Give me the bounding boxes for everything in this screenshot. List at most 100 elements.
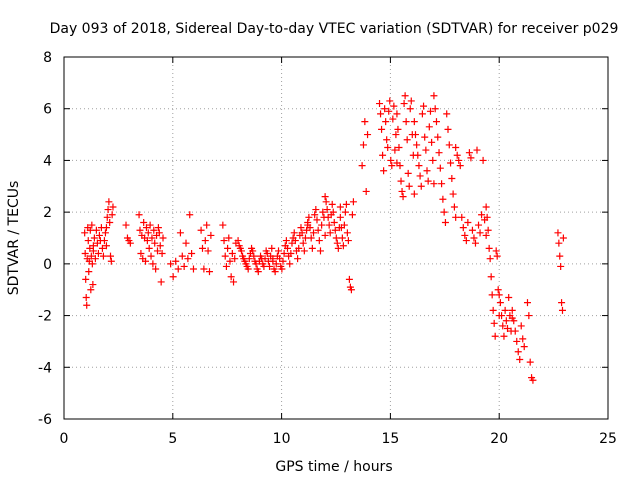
- data-point: [557, 262, 565, 270]
- data-point: [452, 213, 460, 221]
- data-point: [429, 156, 437, 164]
- data-point: [231, 255, 239, 263]
- data-point: [312, 206, 320, 214]
- data-point: [283, 244, 291, 252]
- data-point: [559, 234, 567, 242]
- data-point: [144, 229, 152, 237]
- data-point: [482, 203, 490, 211]
- data-point: [349, 198, 357, 206]
- data-point: [486, 255, 494, 263]
- data-point: [280, 250, 288, 258]
- data-point: [122, 221, 130, 229]
- data-point: [345, 275, 353, 283]
- data-point: [332, 234, 340, 242]
- data-point: [478, 211, 486, 219]
- data-point: [440, 208, 448, 216]
- data-point: [421, 133, 429, 141]
- data-point: [308, 244, 316, 252]
- data-point: [425, 123, 433, 131]
- data-point: [237, 247, 245, 255]
- data-point: [148, 234, 156, 242]
- data-point: [282, 237, 290, 245]
- data-point: [90, 234, 98, 242]
- x-axis-label: GPS time / hours: [275, 459, 392, 475]
- data-point: [484, 226, 492, 234]
- data-point: [394, 125, 402, 133]
- data-point: [156, 242, 164, 250]
- data-point: [297, 224, 305, 232]
- data-point: [386, 97, 394, 105]
- data-point: [91, 255, 99, 263]
- data-point: [329, 208, 337, 216]
- data-point: [431, 105, 439, 113]
- data-point: [198, 244, 206, 252]
- data-point: [334, 244, 342, 252]
- data-point: [152, 265, 160, 273]
- data-point: [107, 257, 115, 265]
- data-point: [204, 247, 212, 255]
- data-point: [482, 231, 490, 239]
- y-tick-label: -4: [38, 360, 52, 376]
- data-point: [84, 237, 92, 245]
- y-tick-label: 0: [43, 257, 52, 273]
- data-point: [172, 257, 180, 265]
- data-point: [488, 291, 496, 299]
- data-point: [154, 224, 162, 232]
- data-point: [159, 234, 167, 242]
- data-point: [471, 239, 479, 247]
- data-point: [377, 110, 385, 118]
- data-point: [306, 224, 314, 232]
- data-point: [413, 141, 421, 149]
- data-point: [502, 317, 510, 325]
- data-point: [295, 244, 303, 252]
- data-point: [424, 177, 432, 185]
- data-point: [103, 213, 111, 221]
- x-tick-label: 25: [599, 431, 617, 447]
- data-point: [434, 133, 442, 141]
- data-point: [88, 260, 96, 268]
- data-point: [99, 252, 107, 260]
- data-point: [221, 252, 229, 260]
- data-point: [310, 229, 318, 237]
- data-point: [176, 229, 184, 237]
- axis-ticks: [63, 56, 609, 420]
- data-point: [245, 255, 253, 263]
- data-point: [226, 257, 234, 265]
- data-point: [422, 146, 430, 154]
- data-point: [298, 229, 306, 237]
- data-point: [87, 252, 95, 260]
- x-tick-label: 20: [490, 431, 508, 447]
- data-point: [290, 229, 298, 237]
- data-point: [504, 325, 512, 332]
- data-point: [376, 100, 384, 108]
- data-point: [420, 102, 428, 110]
- data-point: [476, 229, 484, 237]
- data-point: [143, 237, 151, 245]
- data-point: [338, 234, 346, 242]
- data-point: [389, 115, 397, 123]
- data-point: [450, 203, 458, 211]
- data-point: [404, 169, 412, 177]
- data-point: [392, 131, 400, 139]
- data-point: [380, 167, 388, 175]
- data-point: [410, 190, 418, 198]
- data-point: [142, 224, 150, 232]
- data-point: [220, 237, 228, 245]
- data-point: [516, 356, 524, 364]
- data-point: [178, 252, 186, 260]
- data-point: [108, 211, 116, 219]
- data-point: [517, 322, 525, 330]
- data-point: [330, 218, 338, 226]
- data-point: [452, 144, 460, 151]
- data-point: [88, 221, 96, 229]
- data-point: [496, 299, 504, 307]
- data-point: [150, 226, 158, 234]
- data-point: [395, 144, 403, 151]
- data-point: [81, 250, 89, 258]
- data-point: [510, 317, 518, 325]
- y-tick-label: 6: [43, 102, 52, 118]
- data-point: [398, 187, 406, 195]
- data-point: [174, 265, 182, 273]
- data-point: [362, 187, 370, 195]
